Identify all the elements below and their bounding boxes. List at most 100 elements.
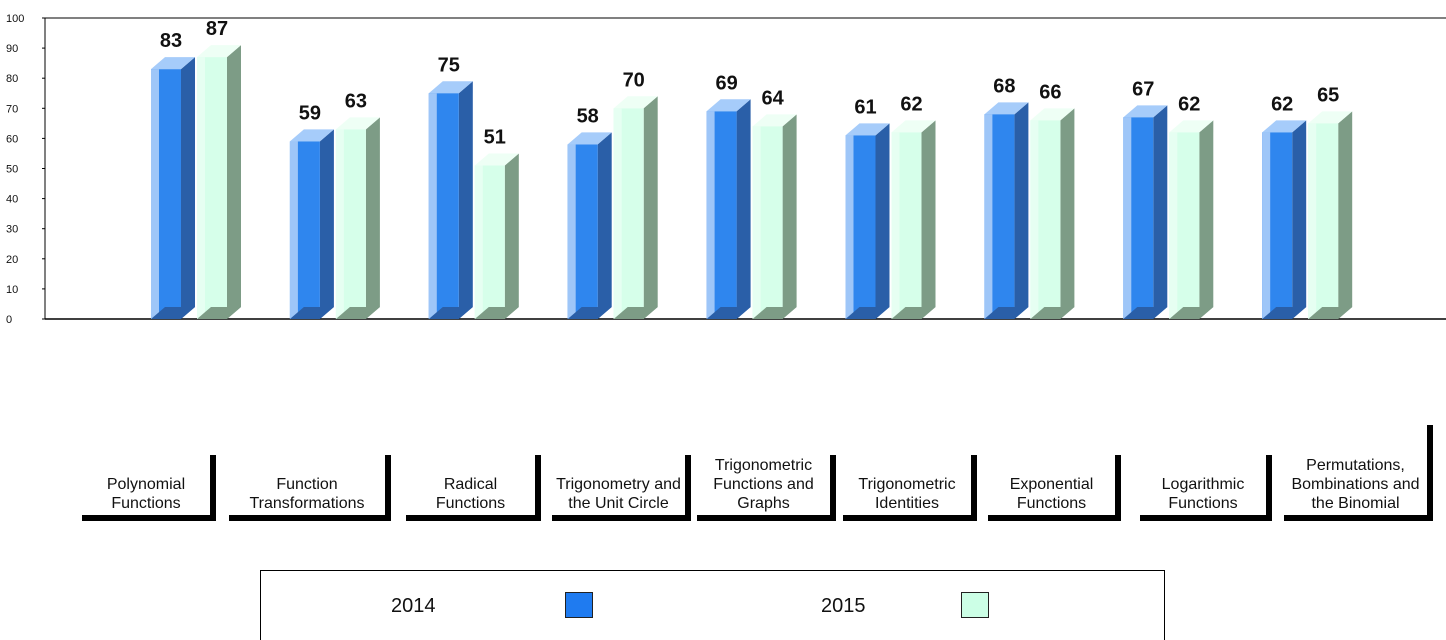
bar-side: [319, 129, 334, 319]
bar-top: [1308, 111, 1353, 124]
bar-top: [1262, 120, 1307, 133]
x-tick-label: Radical Functions: [406, 455, 541, 521]
value-label: 65: [1317, 84, 1339, 106]
bar-highlight: [197, 57, 205, 319]
y-tick-label: 30: [6, 224, 18, 236]
bar-highlight: [1262, 132, 1271, 319]
bar-side: [1292, 120, 1307, 319]
bar-base: [984, 307, 1029, 319]
bar-top: [567, 132, 612, 145]
bar-side: [227, 45, 241, 319]
bar-base: [891, 307, 936, 319]
plot-area: 0 10 20 30 40 50 60 70 80 90 100 83 59 75 58 69 61 68 67 62…: [6, 13, 1446, 326]
y-tick-label: 10: [6, 284, 18, 296]
bar-top: [891, 120, 936, 133]
bar-highlight: [706, 111, 715, 319]
bar-base: [706, 307, 751, 319]
y-tick-label: 100: [6, 13, 24, 25]
bar-base: [335, 307, 380, 319]
bar-top: [289, 129, 334, 142]
bar-top: [474, 153, 519, 166]
bar-highlight: [289, 141, 298, 319]
bar-side: [1014, 102, 1029, 319]
bar-highlight: [984, 114, 993, 319]
bar-top: [845, 123, 890, 136]
bar-top: [1169, 120, 1214, 133]
bar-highlight: [428, 93, 437, 319]
bar-top: [984, 102, 1029, 115]
bar-base: [197, 307, 241, 319]
value-label: 68: [993, 75, 1015, 97]
bar-highlight: [474, 165, 483, 319]
bar-top: [151, 57, 195, 70]
bar-base: [474, 307, 519, 319]
bar-top: [706, 99, 751, 112]
bar-highlight: [1308, 123, 1317, 319]
bar-highlight: [1030, 120, 1039, 319]
bar-highlight: [613, 108, 622, 319]
legend-swatch: [961, 592, 989, 618]
bar-highlight: [891, 132, 900, 319]
y-tick-label: 60: [6, 133, 18, 145]
y-tick-label: 20: [6, 254, 18, 266]
value-label: 70: [623, 69, 645, 91]
value-label: 63: [345, 90, 367, 112]
bar-top: [428, 81, 473, 94]
x-tick-label: Trigonometry and the Unit Circle: [552, 455, 691, 521]
bar-side: [782, 114, 797, 319]
x-tick-label: Trigonometric Identities: [843, 455, 977, 521]
x-tick-label: Polynomial Functions: [82, 455, 216, 521]
bar-top: [613, 96, 658, 109]
value-label: 64: [761, 87, 784, 109]
bar-highlight: [567, 144, 576, 319]
bar-side: [1153, 105, 1168, 319]
bar-highlight: [1169, 132, 1178, 319]
x-tick-label: Trigonometric Functions and Graphs: [697, 455, 836, 521]
y-tick-label: 90: [6, 43, 18, 55]
y-tick-label: 80: [6, 73, 18, 85]
bar-side: [875, 123, 890, 319]
bar-top: [197, 45, 241, 58]
bar-top: [1030, 108, 1075, 121]
bar-base: [151, 307, 195, 319]
value-label: 61: [854, 96, 876, 118]
bar-highlight: [752, 126, 761, 319]
value-label: 75: [438, 54, 460, 76]
bar-base: [1308, 307, 1353, 319]
x-tick-label: Function Transformations: [229, 455, 391, 521]
value-label: 58: [577, 105, 599, 127]
bar-base: [1030, 307, 1075, 319]
bar-top: [1123, 105, 1168, 118]
bar-base: [289, 307, 334, 319]
value-label: 62: [1271, 93, 1293, 115]
bar-base: [1262, 307, 1307, 319]
bar-side: [181, 57, 195, 320]
bar-highlight: [151, 69, 159, 319]
bar-base: [567, 307, 612, 319]
bar-side: [1060, 108, 1075, 319]
y-tick-label: 40: [6, 194, 18, 206]
value-label: 69: [715, 72, 737, 94]
value-label: 87: [206, 18, 228, 40]
x-tick-label: Exponential Functions: [988, 455, 1121, 521]
bar-base: [1123, 307, 1168, 319]
value-label: 62: [900, 93, 922, 115]
bar-highlight: [335, 129, 344, 319]
bar-highlight: [845, 135, 854, 319]
bar-base: [613, 307, 658, 319]
bar-side: [1199, 120, 1214, 319]
bar-side: [1338, 111, 1353, 319]
bar-side: [365, 117, 380, 320]
y-tick-label: 50: [6, 164, 18, 176]
x-tick-label: Logarithmic Functions: [1140, 455, 1272, 521]
legend-swatch: [565, 592, 593, 618]
value-label: 66: [1039, 81, 1061, 103]
value-label: 59: [299, 102, 321, 124]
legend: 2014 2015: [260, 570, 1165, 640]
legend-label: 2015: [821, 595, 866, 617]
bar-side: [921, 120, 936, 319]
x-tick-label: Permutations, Bombinations and the Binom…: [1284, 425, 1433, 521]
bar-top: [335, 117, 380, 130]
bar-highlight: [1123, 117, 1132, 319]
